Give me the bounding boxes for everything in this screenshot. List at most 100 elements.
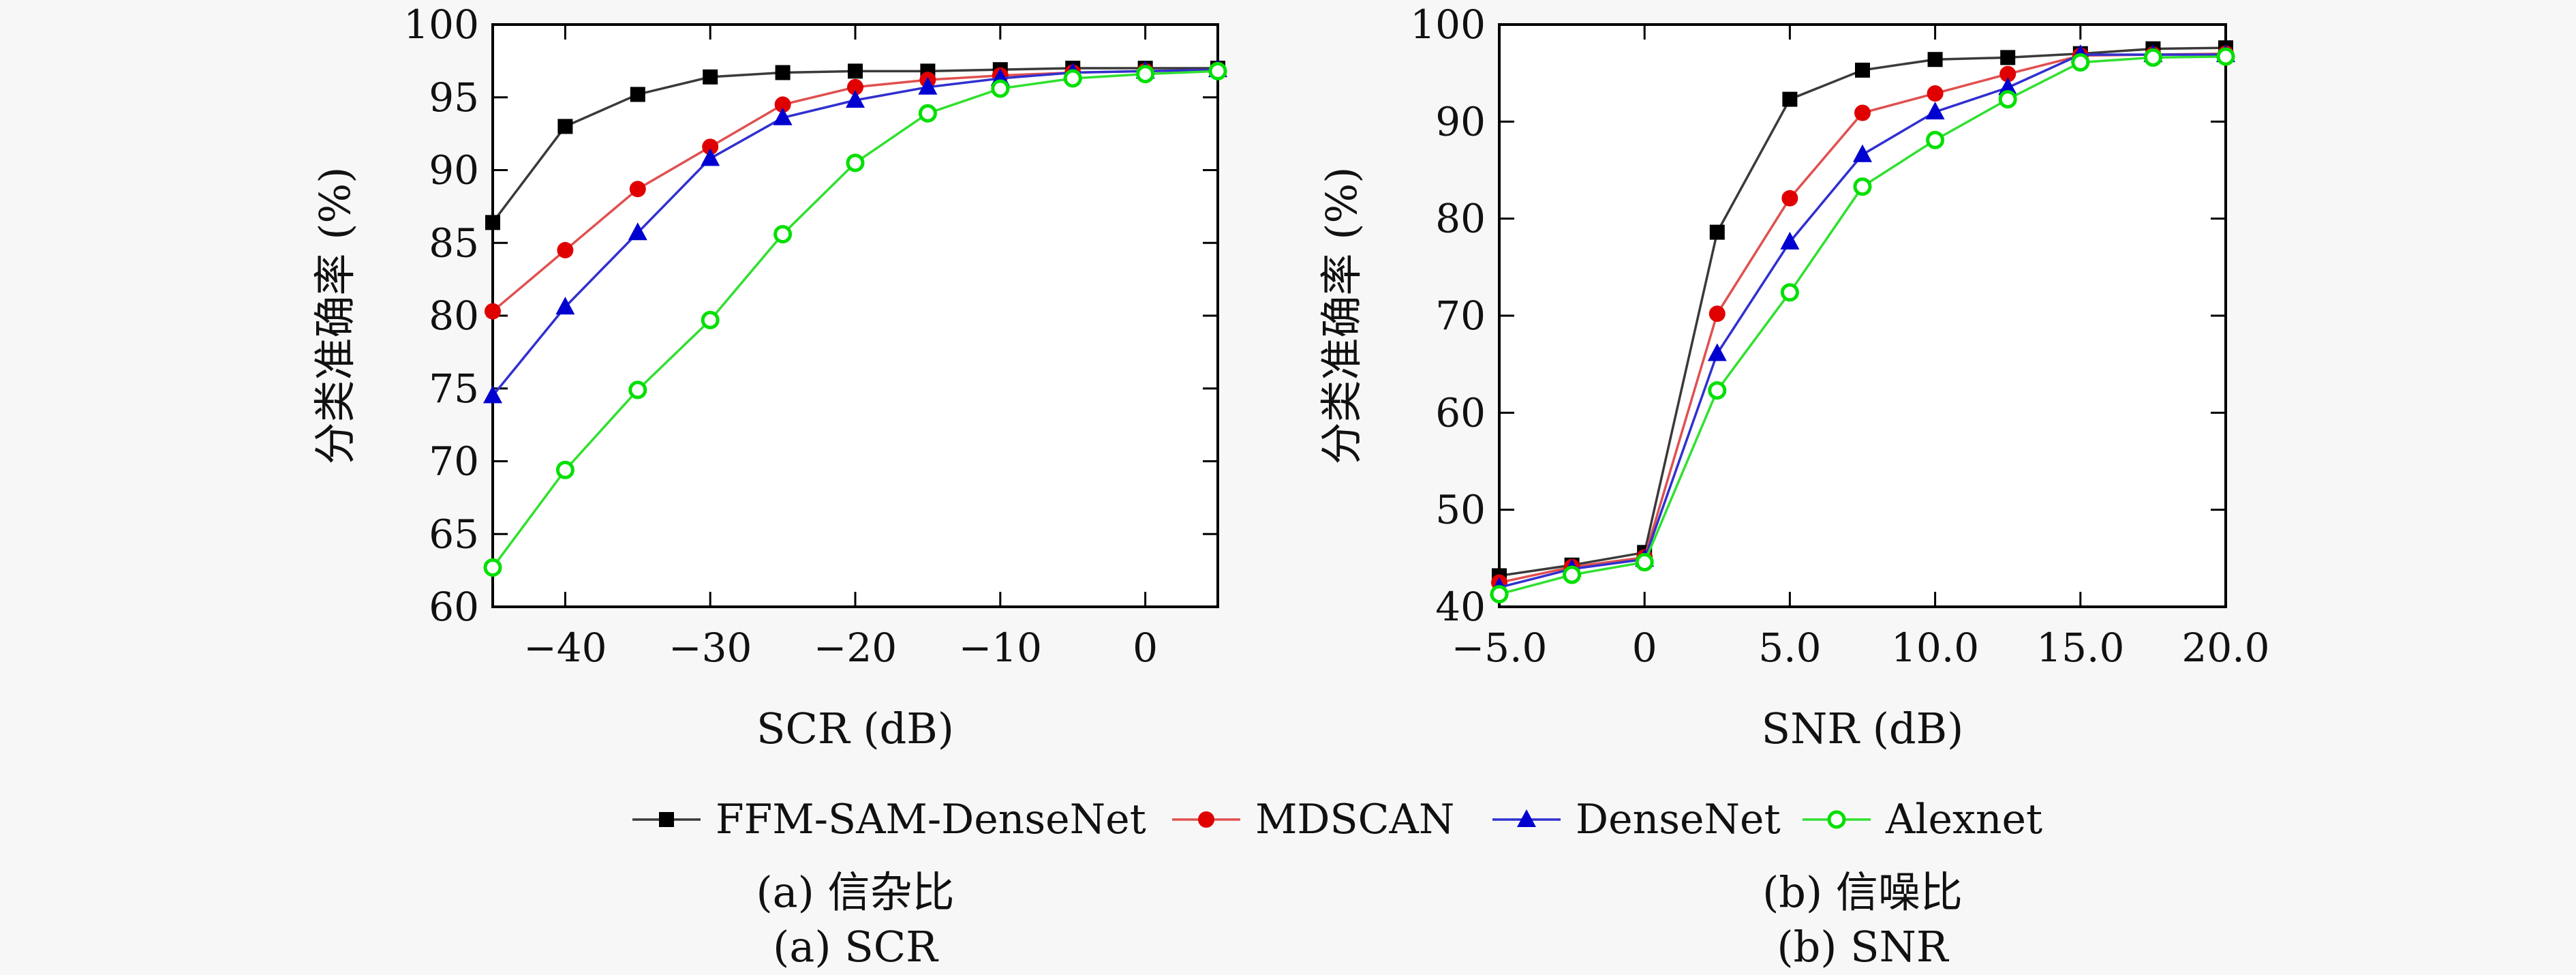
y-tick-label: 50 <box>1435 487 1486 533</box>
series-group-snr <box>1490 40 2235 603</box>
legend-label: FFM-SAM-DenseNet <box>716 796 1146 843</box>
data-point <box>775 65 791 80</box>
data-point <box>485 215 500 230</box>
y-tick-label: 85 <box>429 220 479 266</box>
y-axis-scr: 60 65 70 75 80 85 90 95 100 <box>403 1 1218 630</box>
legend-marker <box>1827 810 1846 829</box>
plot-frame-scr <box>491 23 1219 608</box>
panel-scr: 60 65 70 75 80 85 90 95 100 −40 −30 −20 −10 0 SCR (d… <box>310 1 1227 972</box>
data-point <box>1998 90 2017 109</box>
x-tick-label: −10 <box>959 625 1042 671</box>
legend-marker <box>1517 809 1536 827</box>
data-point <box>846 90 865 108</box>
x-tick-label: 15.0 <box>2036 625 2124 671</box>
data-point <box>630 87 645 102</box>
data-point <box>1635 553 1654 572</box>
data-point <box>991 79 1010 98</box>
data-point <box>1063 69 1082 88</box>
data-point <box>1855 62 1870 78</box>
data-point <box>918 104 937 123</box>
data-point <box>1927 52 1943 68</box>
x-tick-label: −20 <box>814 625 897 671</box>
data-point <box>555 460 574 479</box>
data-point <box>701 310 720 329</box>
caption-en-snr: (b) SNR <box>1777 922 1949 972</box>
data-point <box>1925 102 1945 120</box>
legend-label: MDSCAN <box>1255 796 1454 843</box>
caption-zh-snr: (b) 信噪比 <box>1762 867 1963 917</box>
x-tick-label: 0 <box>1632 625 1657 671</box>
y-tick-label: 95 <box>429 74 479 121</box>
data-point <box>847 78 863 95</box>
data-point <box>557 119 573 134</box>
x-tick-label: 20.0 <box>2181 625 2269 671</box>
data-point <box>1490 584 1509 603</box>
data-point <box>628 380 647 400</box>
data-point <box>1563 565 1582 584</box>
legend-marker <box>659 812 674 827</box>
data-point <box>1136 65 1155 84</box>
y-tick-label: 70 <box>1435 292 1486 339</box>
y-axis-label-scr: 分类准确率 (%) <box>310 167 360 465</box>
data-point <box>773 224 793 243</box>
data-point <box>1707 343 1727 361</box>
data-point <box>1781 190 1798 207</box>
y-tick-label: 60 <box>429 584 479 630</box>
caption-en-scr: (a) SCR <box>773 922 939 972</box>
data-point <box>1926 130 1945 149</box>
y-tick-label: 100 <box>1410 1 1486 48</box>
data-point <box>629 181 646 198</box>
data-point <box>1854 104 1871 121</box>
data-point <box>1780 231 1800 250</box>
x-tick-label: 5.0 <box>1758 625 1821 671</box>
x-tick-label: −30 <box>669 625 752 671</box>
data-point <box>2071 53 2090 72</box>
legend-label: Alexnet <box>1885 796 2042 843</box>
data-point <box>702 138 719 155</box>
y-tick-label: 90 <box>429 147 479 194</box>
data-point <box>1709 224 1725 240</box>
data-point <box>701 148 720 166</box>
legend-entry-ffm-sam-densenet: FFM-SAM-DenseNet <box>632 796 1146 843</box>
data-point <box>485 303 501 320</box>
data-point <box>1927 85 1944 102</box>
data-point <box>483 385 502 404</box>
caption-zh-scr: (a) 信杂比 <box>756 867 954 917</box>
y-tick-label: 40 <box>1435 584 1486 630</box>
y-tick-label: 60 <box>1435 389 1486 436</box>
data-point <box>773 107 793 125</box>
legend-entry-mdscan: MDSCAN <box>1172 796 1454 843</box>
data-point <box>846 153 865 172</box>
legend-entry-alexnet: Alexnet <box>1803 796 2042 843</box>
y-tick-label: 75 <box>429 365 479 412</box>
data-point <box>2216 47 2235 66</box>
panel-snr: 40 50 60 70 80 90 100 −5.0 0 5.0 10.0 15.0 20.0 SNR… <box>1317 1 2270 972</box>
y-axis-label-snr: 分类准确率 (%) <box>1317 167 1366 465</box>
data-point <box>1853 144 1872 162</box>
y-tick-label: 80 <box>1435 196 1486 242</box>
data-point <box>1708 305 1726 322</box>
legend-entry-densenet: DenseNet <box>1492 796 1781 843</box>
data-point <box>1780 283 1799 302</box>
x-tick-label: −5.0 <box>1452 625 1548 671</box>
data-point <box>1999 65 2017 82</box>
x-tick-label: 10.0 <box>1891 625 1979 671</box>
series-group-scr <box>483 59 1227 577</box>
x-axis-label-scr: SCR (dB) <box>756 704 954 753</box>
legend-label: DenseNet <box>1576 796 1781 843</box>
data-point <box>703 69 718 85</box>
data-point <box>2143 48 2162 67</box>
series-alexnet <box>1490 47 2235 603</box>
data-point <box>555 297 575 315</box>
data-point <box>1998 77 2018 95</box>
data-point <box>483 558 502 577</box>
data-point <box>2000 50 2016 65</box>
x-axis-snr: −5.0 0 5.0 10.0 15.0 20.0 <box>1452 25 2270 671</box>
x-axis-scr: −40 −30 −20 −10 0 <box>523 25 1158 671</box>
x-tick-label: 0 <box>1133 625 1158 671</box>
series-alexnet <box>483 61 1227 577</box>
data-point <box>1708 381 1727 400</box>
x-tick-label: −40 <box>523 625 607 671</box>
data-point <box>848 63 863 79</box>
